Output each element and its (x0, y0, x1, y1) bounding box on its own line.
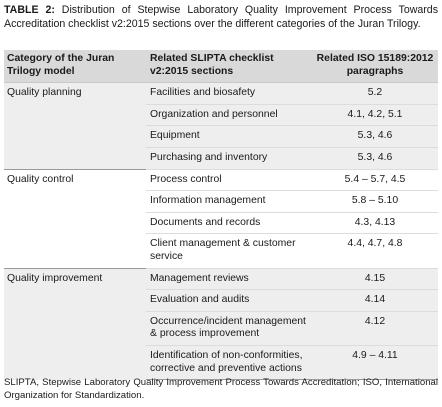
section-cell: Identification of non-conformities, corr… (146, 345, 312, 381)
section-cell: Client management & customer service (146, 233, 312, 269)
table-row: Organization and personnel 4.1, 4.2, 5.1 (4, 104, 438, 127)
section-cell: Purchasing and inventory (146, 147, 312, 170)
table-header-row: Category of the Juran Trilogy model Rela… (4, 50, 438, 84)
paragraphs-cell: 5.8 – 5.10 (312, 190, 438, 213)
category-cell: Quality improvement (4, 267, 146, 380)
table-row: Quality control Process control 5.4 – 5.… (4, 168, 438, 269)
slipta-juran-table: Category of the Juran Trilogy model Rela… (4, 50, 438, 381)
section-cell: Process control (146, 168, 312, 192)
section-cell: Management reviews (146, 267, 312, 291)
table-row: Quality improvement Management reviews 4… (4, 267, 438, 380)
header-category: Category of the Juran Trilogy model (4, 50, 146, 84)
caption-text: Distribution of Stepwise Laboratory Qual… (4, 4, 438, 30)
category-cell: Quality control (4, 168, 146, 269)
paragraphs-cell: 4.9 – 4.11 (312, 345, 438, 381)
paragraphs-cell: 5.3, 4.6 (312, 147, 438, 170)
table-row: Documents and records 4.3, 4.13 (4, 212, 438, 235)
paragraphs-cell: 5.4 – 5.7, 4.5 (312, 168, 438, 192)
paragraphs-cell: 4.4, 4.7, 4.8 (312, 233, 438, 269)
section-cell: Occurrence/incident management & process… (146, 311, 312, 346)
paragraphs-cell: 5.2 (312, 82, 438, 105)
header-slipta-sections: Related SLIPTA checklist v2:2015 section… (146, 50, 312, 84)
section-cell: Evaluation and audits (146, 289, 312, 312)
paragraphs-cell: 4.14 (312, 289, 438, 312)
section-cell: Documents and records (146, 212, 312, 235)
paragraphs-cell: 4.1, 4.2, 5.1 (312, 104, 438, 127)
table-footnote: SLIPTA, Stepwise Laboratory Quality Impr… (4, 377, 438, 401)
paragraphs-cell: 4.3, 4.13 (312, 212, 438, 235)
paragraphs-cell: 4.12 (312, 311, 438, 346)
table-row: Purchasing and inventory 5.3, 4.6 (4, 147, 438, 170)
paragraphs-cell: 5.3, 4.6 (312, 125, 438, 148)
section-cell: Equipment (146, 125, 312, 148)
table-row: Quality planning Facilities and biosafet… (4, 82, 438, 170)
section-cell: Information management (146, 190, 312, 213)
table-row: Evaluation and audits 4.14 (4, 289, 438, 312)
table-caption: TABLE 2: Distribution of Stepwise Labora… (4, 4, 438, 31)
caption-label: TABLE 2: (4, 4, 55, 16)
section-cell: Facilities and biosafety (146, 82, 312, 105)
category-cell: Quality planning (4, 82, 146, 170)
section-cell: Organization and personnel (146, 104, 312, 127)
header-iso-paragraphs: Related ISO 15189:2012 paragraphs (312, 50, 438, 84)
table-row: Equipment 5.3, 4.6 (4, 125, 438, 148)
table-row: Client management & customer service 4.4… (4, 233, 438, 269)
table-row: Occurrence/incident management & process… (4, 311, 438, 346)
table-row: Identification of non-conformities, corr… (4, 345, 438, 381)
table-row: Information management 5.8 – 5.10 (4, 190, 438, 213)
paragraphs-cell: 4.15 (312, 267, 438, 291)
